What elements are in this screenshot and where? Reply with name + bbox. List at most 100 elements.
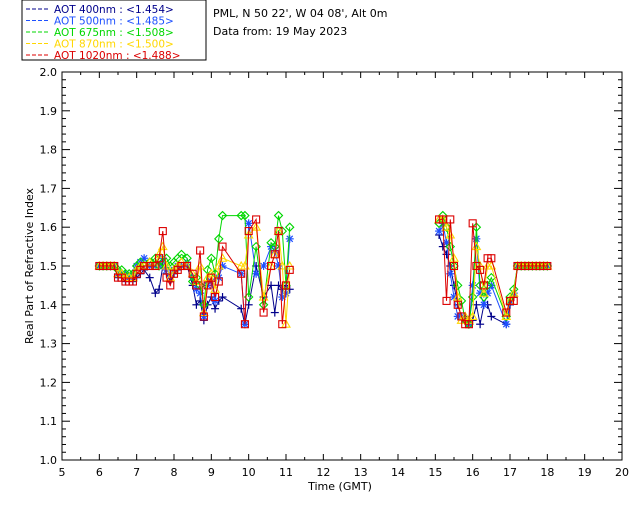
data-point bbox=[285, 234, 294, 243]
y-tick-label: 1.6 bbox=[40, 221, 58, 234]
data-point bbox=[441, 222, 452, 231]
data-point bbox=[259, 308, 268, 317]
data-point bbox=[161, 260, 172, 270]
data-point bbox=[252, 269, 261, 278]
data-point bbox=[192, 300, 201, 309]
data-point bbox=[155, 285, 164, 294]
data-point bbox=[218, 293, 227, 302]
data-point bbox=[281, 281, 291, 290]
data-point bbox=[259, 262, 268, 270]
data-point bbox=[236, 210, 246, 221]
data-point bbox=[217, 253, 228, 262]
y-tick-label: 1.0 bbox=[40, 454, 58, 467]
data-point bbox=[244, 227, 253, 236]
data-point bbox=[502, 308, 511, 317]
data-point bbox=[145, 273, 154, 282]
data-point bbox=[258, 291, 269, 301]
data-point bbox=[199, 312, 208, 321]
data-point bbox=[217, 210, 228, 221]
data-point bbox=[284, 260, 295, 270]
legend-entry: AOT 500nm : <1.485> bbox=[54, 16, 174, 28]
data-point bbox=[501, 311, 512, 322]
x-tick-label: 17 bbox=[503, 466, 517, 479]
data-point bbox=[442, 296, 451, 305]
data-point bbox=[487, 254, 496, 263]
x-tick-label: 19 bbox=[578, 466, 592, 479]
date-info-text: Data from: 19 May 2023 bbox=[213, 25, 347, 38]
data-point bbox=[270, 250, 279, 259]
data-point bbox=[183, 261, 192, 271]
legend-box bbox=[21, 0, 207, 61]
data-point bbox=[211, 292, 220, 302]
data-point bbox=[476, 320, 485, 329]
legend-entry: AOT 1020nm : <1.488> bbox=[54, 50, 181, 62]
y-tick-label: 1.7 bbox=[40, 182, 58, 195]
station-info-text: PML, N 50 22', W 04 08', Alt 0m bbox=[213, 7, 387, 20]
data-point bbox=[252, 215, 261, 224]
data-point bbox=[273, 210, 284, 221]
series-layer bbox=[94, 210, 553, 329]
data-point bbox=[155, 254, 164, 263]
data-point bbox=[467, 311, 478, 320]
x-tick-label: 13 bbox=[354, 466, 368, 479]
data-point bbox=[543, 261, 552, 271]
x-tick-label: 14 bbox=[391, 466, 405, 479]
data-point bbox=[278, 320, 287, 329]
data-point bbox=[285, 265, 294, 274]
data-point bbox=[251, 241, 261, 252]
x-tick-label: 10 bbox=[242, 466, 256, 479]
data-point bbox=[438, 242, 447, 251]
data-point bbox=[446, 215, 455, 224]
x-tick-label: 16 bbox=[466, 466, 480, 479]
data-point bbox=[445, 241, 456, 252]
data-point bbox=[509, 296, 518, 305]
x-tick-label: 20 bbox=[615, 466, 629, 479]
y-tick-label: 1.2 bbox=[40, 376, 58, 389]
data-point bbox=[464, 320, 473, 329]
legend: AOT 400nm : <1.454>AOT 500nm : <1.485>AO… bbox=[21, 0, 207, 62]
y-tick-label: 1.9 bbox=[40, 105, 58, 118]
data-point bbox=[476, 265, 485, 274]
data-point bbox=[445, 229, 456, 239]
data-point bbox=[441, 222, 452, 232]
data-point bbox=[267, 261, 276, 271]
data-point bbox=[479, 300, 488, 309]
data-point bbox=[457, 312, 466, 321]
data-point bbox=[151, 289, 160, 298]
data-point bbox=[251, 222, 262, 231]
data-point bbox=[240, 210, 250, 221]
data-point bbox=[206, 253, 217, 264]
y-axis: 1.0 1.1 1.2 1.3 1.4 1.5 1.6 1.7 1.8 1.9 2.0 bbox=[40, 66, 622, 467]
data-point bbox=[284, 222, 295, 232]
data-point bbox=[237, 269, 246, 278]
x-tick-label: 11 bbox=[279, 466, 293, 479]
y-axis-label: Real Part of Refractive Index bbox=[23, 187, 36, 344]
data-point bbox=[176, 257, 187, 266]
y-tick-label: 2.0 bbox=[40, 66, 58, 79]
data-point bbox=[478, 288, 489, 297]
data-point bbox=[274, 227, 283, 236]
data-point bbox=[145, 261, 154, 271]
x-tick-label: 8 bbox=[171, 466, 178, 479]
x-axis-label: Time (GMT) bbox=[307, 480, 372, 493]
x-tick-label: 15 bbox=[428, 466, 442, 479]
x-tick-label: 6 bbox=[96, 466, 103, 479]
data-point bbox=[128, 277, 137, 286]
legend-entry: AOT 870nm : <1.500> bbox=[54, 39, 174, 51]
data-point bbox=[244, 219, 253, 228]
x-tick-label: 5 bbox=[59, 466, 66, 479]
x-tick-label: 7 bbox=[133, 466, 140, 479]
data-point bbox=[468, 219, 477, 228]
y-tick-label: 1.8 bbox=[40, 144, 58, 157]
y-tick-label: 1.5 bbox=[40, 260, 58, 273]
data-point bbox=[218, 242, 227, 251]
data-point bbox=[452, 280, 463, 291]
x-tick-label: 9 bbox=[208, 466, 215, 479]
data-point bbox=[449, 261, 459, 271]
legend-entry: AOT 675nm : <1.508> bbox=[54, 27, 174, 39]
data-point bbox=[110, 261, 119, 271]
data-point bbox=[140, 261, 149, 271]
data-point bbox=[151, 261, 160, 271]
data-point bbox=[502, 320, 511, 329]
